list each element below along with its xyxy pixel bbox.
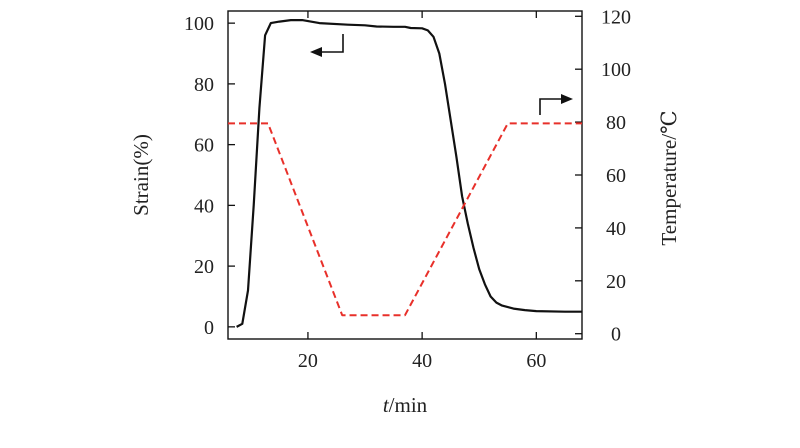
y-right-tick-label: 60 [606, 165, 626, 187]
temperature-axis-arrow [539, 98, 564, 115]
x-axis-label-unit: /min [389, 393, 428, 417]
x-axis-label: t/min [383, 393, 428, 417]
y-right-tick-label: 40 [606, 218, 626, 240]
x-tick-label: 60 [526, 350, 546, 372]
y-axis-right-label: Temperature/℃ [657, 110, 681, 245]
y-left-tick-label: 40 [194, 195, 214, 217]
y-right-tick-label: 100 [601, 59, 631, 81]
y-left-tick-label: 80 [194, 74, 214, 96]
x-tick-label: 20 [298, 350, 318, 372]
y-axis-left-label: Strain(%) [129, 134, 153, 216]
y-left-tick-label: 100 [184, 13, 214, 35]
y-right-tick-label: 120 [601, 6, 631, 28]
y-right-tick-label: 0 [611, 324, 621, 346]
y-left-tick-label: 20 [194, 256, 214, 278]
temperature-series-line [228, 122, 582, 317]
y-right-tick-label: 80 [606, 112, 626, 134]
plot-frame [227, 10, 583, 340]
y-left-tick-label: 60 [194, 135, 214, 157]
x-tick-label: 40 [412, 350, 432, 372]
temperature-axis-arrowhead [561, 94, 573, 104]
y-left-tick-label: 0 [204, 317, 214, 339]
strain-axis-arrowhead [310, 47, 322, 57]
strain-axis-arrow [318, 34, 344, 53]
strain-series-line [236, 19, 582, 328]
x-axis-label-symbol: t [383, 393, 390, 417]
y-right-tick-label: 20 [606, 271, 626, 293]
